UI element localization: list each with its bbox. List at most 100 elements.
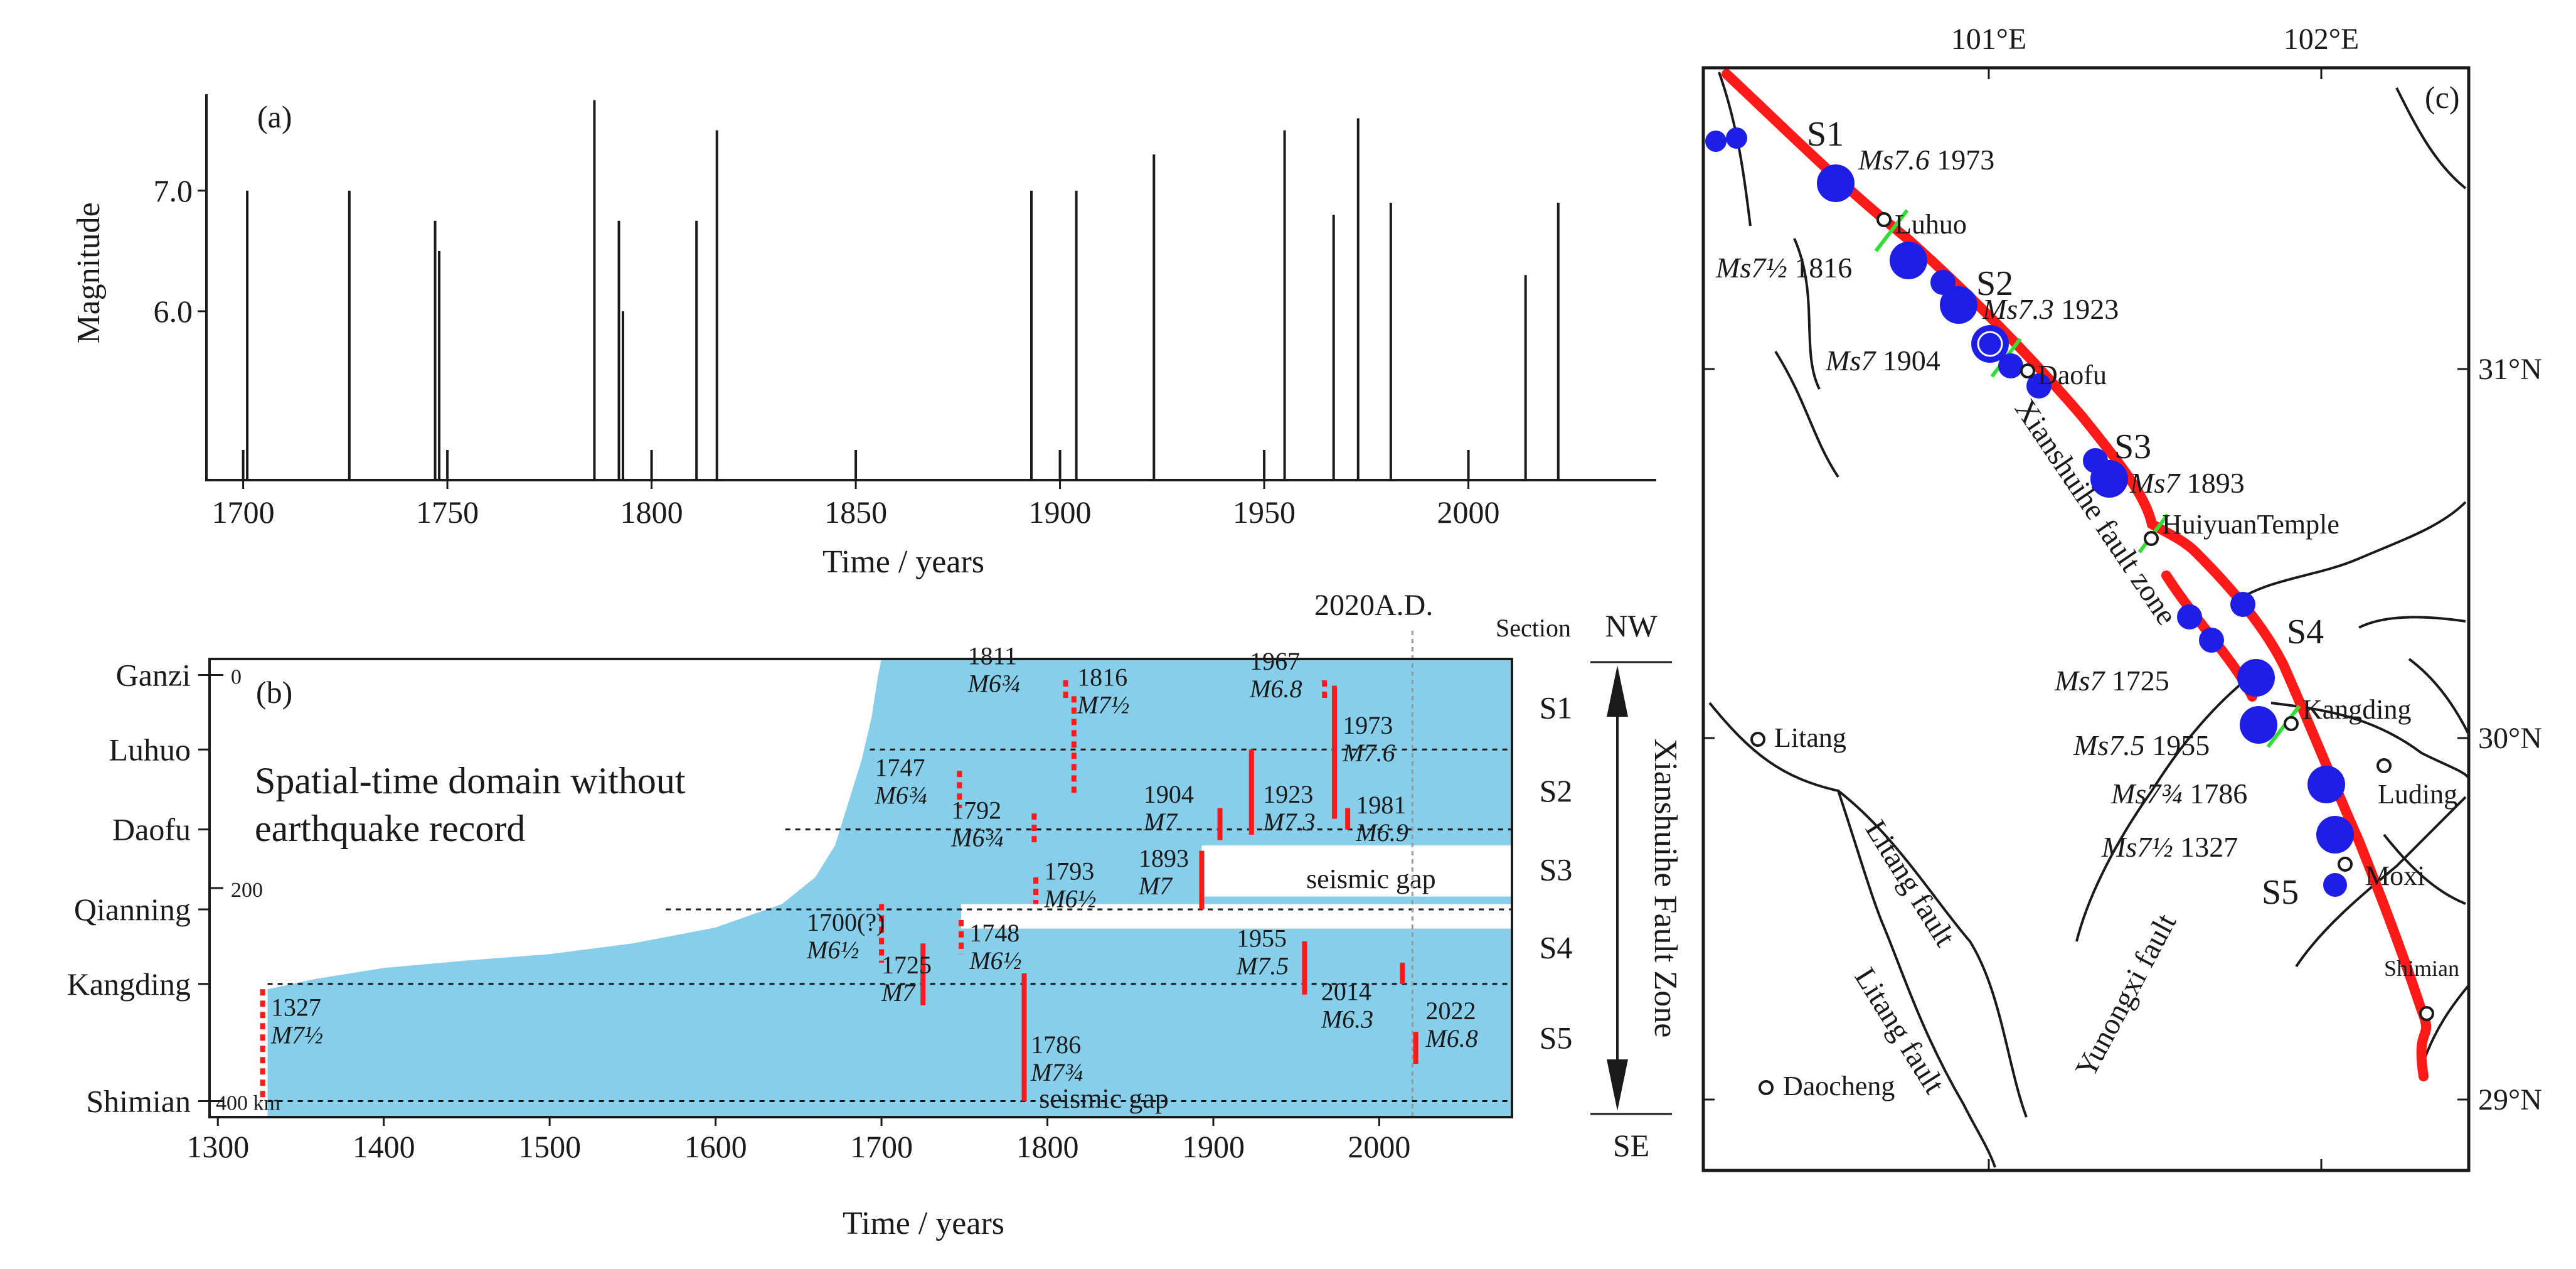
panel-a-ylabel: Magnitude (71, 202, 107, 343)
town-labels: Luhuo Daofu HuiyuanTemple Kangding Ludin… (1774, 209, 2459, 1101)
quake-year-label-1700: 1700(?) (807, 908, 885, 936)
town-marker-luhuo (1876, 212, 1892, 227)
quake-year-label-2014: 2014 (1321, 977, 1371, 1005)
section-s2: S2 (1540, 773, 1573, 808)
fault-trace (2295, 796, 2467, 968)
quake-mag-label-1973: M7.6 (1342, 739, 1395, 767)
quake-mag-label-1904: M7 (1143, 808, 1178, 836)
epicenter-dot (1726, 127, 1747, 149)
map-frame (1701, 66, 2471, 1172)
panel-b-xtick-label: 1500 (518, 1129, 581, 1164)
section-header: Section (1496, 614, 1571, 642)
fault-zone-label: Xianshuihe Fault Zone (1647, 739, 1683, 1038)
panel-a-xtick-label: 2000 (1437, 495, 1500, 530)
mag: Ms7 (2129, 467, 2181, 499)
fault-trace (1774, 350, 1839, 478)
section-s1: S1 (1540, 690, 1573, 725)
map-quake-1893: Ms7 1893 (2129, 467, 2245, 499)
quake-mag-label-1792: M6¾ (950, 824, 1003, 852)
arrow-up-head (1607, 665, 1628, 717)
fault-label-yunongxi: Yunongxi fault (2069, 908, 2183, 1083)
direction-se: SE (1613, 1128, 1649, 1163)
panel-a-xlabel: Time / years (822, 544, 984, 580)
place-label-luhuo: Luhuo (109, 732, 191, 767)
mag: Ms7½ (1715, 252, 1787, 284)
panel-a-ytick-label: 6.0 (154, 294, 193, 329)
place-label-kangding: Kangding (67, 966, 191, 1002)
quake-year-label-1816: 1816 (1077, 663, 1127, 691)
panel-b-xtick-label: 2000 (1348, 1129, 1410, 1164)
epicenter-dot (1817, 164, 1855, 202)
map-quake-labels: Ms7.6 1973 Ms7½ 1816 Ms7.3 1923 Ms7 1904… (1715, 144, 2247, 863)
panel-b-xtick-label: 1300 (186, 1129, 249, 1164)
xianshuihe-fault-trace (1722, 69, 2432, 1081)
lat-tick-label: 31°N (2478, 353, 2542, 386)
mag: Ms7 (2054, 665, 2105, 697)
quake-year-label-1327: 1327 (271, 993, 321, 1022)
map-quake-1904: Ms7 1904 (1825, 345, 1940, 377)
map-quake-1327: Ms7½ 1327 (2101, 831, 2238, 863)
mag: Ms7¾ (2110, 778, 2183, 810)
epicenter-ring (1977, 331, 2003, 357)
lat-tick-label: 29°N (2478, 1083, 2542, 1116)
quake-mag-label-1786: M7¾ (1030, 1058, 1083, 1086)
seismic-gap-label: seismic gap (1306, 864, 1436, 894)
place-label-ganzi: Ganzi (116, 657, 191, 692)
quake-year-label-1792: 1792 (951, 796, 1001, 825)
segment-boundary-marker (1874, 209, 1909, 252)
place-label-qianning: Qianning (74, 892, 191, 927)
vline-label: 2020A.D. (1314, 589, 1433, 622)
seismic-gap-band (961, 904, 1512, 929)
quake-mag-label-1747: M6¾ (874, 781, 927, 810)
panel-a-xtick-label: 1800 (620, 495, 683, 530)
quake-mag-label-1923: M7.3 (1262, 808, 1315, 836)
quake-mag-label-1811: M6¾ (967, 669, 1020, 697)
panel-a-ytick-label: 7.0 (154, 173, 193, 208)
map-quake-1786: Ms7¾ 1786 (2110, 778, 2247, 810)
panel-a-xtick-label: 1750 (416, 495, 479, 530)
section-s5: S5 (1540, 1020, 1573, 1056)
lon-tick-label: 101°E (1951, 23, 2027, 56)
quake-mag-label-1700: M6½ (806, 936, 859, 964)
town-marker-moxi (2338, 857, 2353, 872)
epicenter-dot (1971, 325, 2009, 363)
town-moxi: Moxi (2365, 860, 2425, 891)
map-quake-1725: Ms7 1725 (2054, 665, 2169, 697)
town-marker-daofu (2020, 363, 2035, 378)
town-litang: Litang (1774, 722, 1846, 753)
fault-trace (2232, 501, 2467, 604)
mag: Ms7½ (2101, 831, 2173, 863)
epicenter-dot (2240, 706, 2277, 744)
quake-mag-label-1793: M6½ (1043, 884, 1096, 913)
map-quake-1973: Ms7.6 1973 (1858, 144, 1994, 176)
town-marker-litang (1750, 732, 1765, 747)
town-daofu: Daofu (2038, 360, 2107, 390)
year: 1725 (2112, 665, 2169, 697)
quake-year-label-1811: 1811 (968, 641, 1018, 670)
fault-trace (2383, 833, 2466, 905)
year: 1786 (2190, 778, 2247, 810)
map-quake-1923: Ms7.3 1923 (1982, 293, 2119, 325)
fault-trace (1718, 72, 1752, 227)
recorded-domain-fill (267, 659, 1512, 1117)
km-tick-label: 0 (231, 665, 242, 688)
epicenter-dot (2237, 659, 2275, 697)
quake-year-label-1955: 1955 (1237, 924, 1287, 952)
quake-year-label-1793: 1793 (1044, 857, 1094, 885)
quake-year-label-1967: 1967 (1250, 647, 1300, 675)
fault-trace (2270, 702, 2470, 779)
epicenter-dot (2323, 873, 2347, 897)
section-s4: S4 (1540, 929, 1573, 965)
quake-mag-label-1816: M7½ (1077, 690, 1129, 719)
town-luding: Luding (2378, 779, 2457, 810)
direction-nw: NW (1605, 608, 1658, 643)
panel-b-label: (b) (256, 675, 292, 710)
seismic-gap-band (1201, 845, 1512, 897)
epicenter-dot (1890, 242, 1927, 279)
segment-s1: S1 (1807, 115, 1844, 154)
town-huiyuan: HuiyuanTemple (2162, 509, 2339, 540)
quake-year-label-1893: 1893 (1139, 844, 1189, 872)
no-record-label-line1: Spatial-time domain without (255, 760, 686, 801)
quake-year-label-1786: 1786 (1031, 1031, 1081, 1059)
quake-year-label-1748: 1748 (969, 919, 1019, 947)
